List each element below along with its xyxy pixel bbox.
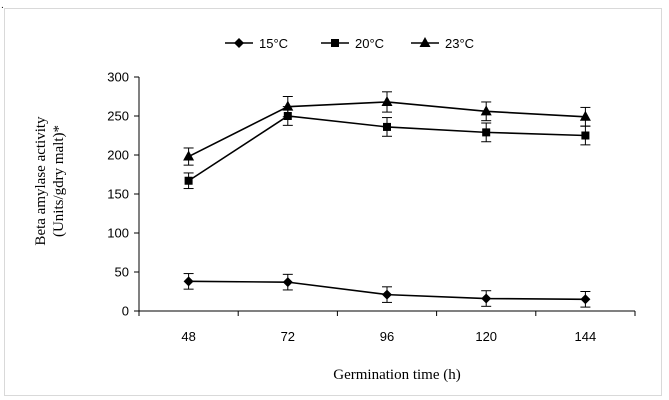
series-diamond [183,273,591,308]
data-point-triangle [579,110,591,121]
beta-amylase-chart: 15°C 20°C 23°C 0 50 100 150 200 250 300 48 72 96 120… [33,36,636,383]
axes: 0 50 100 150 200 250 300 48 72 96 120 144 [107,70,636,344]
data-point-square [581,131,590,140]
x-tick-label: 72 [281,329,295,344]
legend-marker-diamond [234,38,244,48]
series-triangle [183,91,591,166]
y-tick-label: 150 [107,187,129,202]
data-point-diamond [481,293,492,304]
series-layer [183,91,591,308]
data-point-square [383,122,391,131]
legend-label: 15°C [259,36,288,51]
chart-frame: 15°C 20°C 23°C 0 50 100 150 200 250 300 48 72 96 120… [4,8,662,396]
data-point-triangle [183,150,195,161]
data-point-triangle [282,100,294,111]
y-tick-label: 50 [115,265,129,280]
data-point-diamond [183,276,194,287]
data-point-square [184,176,193,185]
y-tick-label: 0 [122,304,129,319]
data-point-triangle [480,105,492,116]
x-tick-label: 144 [575,329,597,344]
data-point-diamond [282,277,293,288]
y-tick-label: 200 [107,148,129,163]
y-tick-label: 100 [107,226,129,241]
stray-dot-mark: . [1,0,4,11]
series-square [183,106,591,190]
data-point-triangle [381,95,393,106]
x-tick-label: 48 [181,329,195,344]
data-point-diamond [580,294,591,305]
y-axis-title-line2: (Units/gdry malt)* [51,125,67,237]
data-point-diamond [382,289,392,300]
y-tick-label: 250 [107,109,129,124]
legend-marker-triangle [419,37,431,47]
legend-label: 23°C [445,36,474,51]
legend-label: 20°C [355,36,384,51]
x-tick-label: 96 [380,329,394,344]
x-tick-label: 120 [475,329,497,344]
y-axis-title-line1: Beta amylase activity [33,116,49,246]
x-axis-title: Germination time (h) [333,367,460,383]
y-tick-label: 300 [107,70,129,85]
legend: 15°C 20°C 23°C [225,36,474,51]
legend-marker-square [331,39,339,47]
data-point-square [482,128,491,137]
